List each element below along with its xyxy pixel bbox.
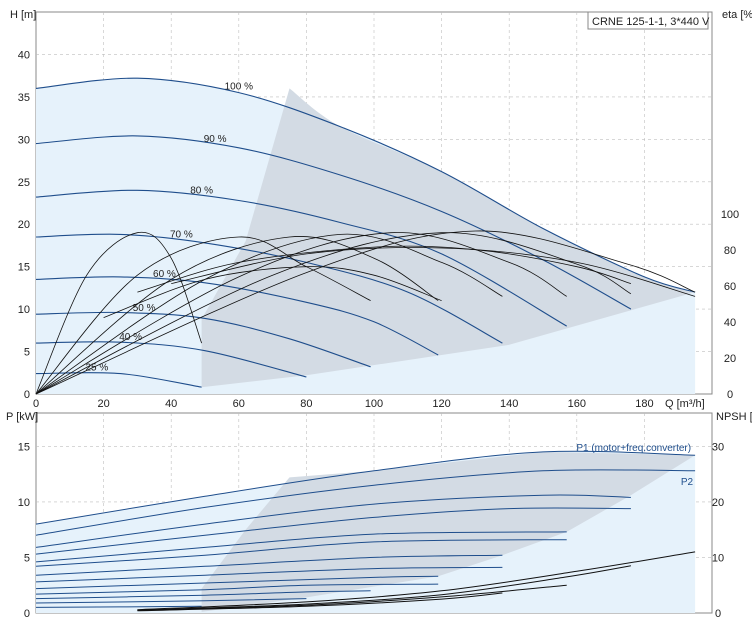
power-plot-area — [36, 451, 696, 613]
efficiency-curve — [35, 230, 696, 395]
power-curve — [35, 598, 307, 604]
efficiency-curve — [35, 233, 503, 395]
head-plot-area — [36, 78, 696, 394]
head-curve — [35, 233, 503, 344]
npsh-y-tick-label: 30 — [712, 441, 724, 453]
power-curve — [35, 605, 202, 608]
head-y-tick-label: 10 — [18, 304, 30, 316]
npsh-y-tick-label: 0 — [715, 608, 721, 620]
head-curve-label: 40 % — [119, 332, 142, 343]
x-tick-label: 120 — [432, 398, 450, 410]
efficiency-curve — [35, 236, 439, 395]
head-curve — [35, 372, 202, 388]
efficiency-curve — [137, 245, 632, 293]
eta-y-tick-label: 100 — [721, 209, 739, 221]
power-curve — [35, 494, 631, 548]
power-plot-curves: P1 (motor+freq.converter) P2 — [35, 443, 696, 612]
head-curve-label: 70 % — [170, 230, 193, 241]
power-operating-area — [201, 451, 696, 612]
power-y-tick-label: 10 — [18, 497, 30, 509]
eta-y-tick-label: 40 — [724, 317, 736, 329]
npsh-curve — [137, 584, 567, 611]
npsh-curve — [137, 565, 631, 611]
power-y-tick-label: 0 — [24, 608, 30, 620]
x-tick-label: 160 — [568, 398, 586, 410]
x-tick-label: 40 — [165, 398, 177, 410]
power-curve — [35, 450, 696, 525]
power-plot-ticks: 0 5 10 15 0 10 20 30 — [18, 441, 724, 620]
head-y-tick-label: 15 — [18, 262, 30, 274]
power-axis-label-npsh: NPSH [m] — [716, 411, 752, 423]
x-tick-label: 180 — [635, 398, 653, 410]
power-curve-label: P2 — [681, 477, 694, 488]
head-curve-label: 90 % — [204, 134, 227, 145]
x-tick-label: 80 — [300, 398, 312, 410]
head-y-tick-label: 35 — [18, 92, 30, 104]
head-y-tick-label: 5 — [24, 347, 30, 359]
x-tick-label: 100 — [365, 398, 383, 410]
efficiency-curve — [103, 266, 442, 318]
head-curve-label: 60 % — [153, 269, 176, 280]
head-axis-label-h: H [m] — [10, 9, 36, 21]
npsh-curve — [137, 592, 503, 612]
chart-title: CRNE 125-1-1, 3*440 V — [592, 16, 710, 28]
npsh-y-tick-label: 20 — [712, 497, 724, 509]
head-curve-label: 25 % — [85, 363, 108, 374]
x-tick-label: 0 — [33, 398, 39, 410]
head-curve — [35, 77, 696, 293]
head-plot-curves: 100 % 90 % 80 % 70 % 60 % 50 % 40 % 25 % — [35, 77, 696, 395]
head-curve — [35, 341, 307, 378]
chart-title-box — [587, 11, 709, 30]
power-curve — [35, 554, 503, 576]
head-curve-label: 80 % — [190, 186, 213, 197]
power-axis-label-p: P [kW] — [6, 411, 38, 423]
head-plot-ticks: 0 20 40 60 80 100 120 140 160 180 0 5 10 15 20 25 30 35 40… — [18, 49, 739, 410]
eta-y-tick-label: 20 — [724, 353, 736, 365]
head-curve — [35, 189, 567, 327]
head-curve-label: 100 % — [225, 82, 253, 93]
efficiency-curve — [35, 236, 371, 395]
power-curve — [35, 590, 371, 600]
x-axis-label: Q [m³/h] — [665, 398, 705, 410]
eta-y-tick-label: 0 — [727, 389, 733, 401]
power-curve — [35, 507, 631, 555]
power-curve — [35, 575, 439, 590]
efficiency-curve — [171, 247, 696, 297]
efficiency-curve — [35, 232, 567, 395]
head-axis-label-eta: eta [%] — [722, 9, 752, 21]
x-tick-label: 20 — [97, 398, 109, 410]
head-curve — [35, 311, 371, 368]
power-y-tick-label: 5 — [24, 552, 30, 564]
power-curve — [35, 469, 696, 536]
head-y-tick-label: 25 — [18, 177, 30, 189]
efficiency-curve — [35, 232, 632, 395]
power-curve — [35, 531, 567, 563]
npsh-curve — [137, 551, 696, 611]
power-curve — [35, 566, 503, 583]
power-y-tick-label: 15 — [18, 441, 30, 453]
efficiency-curve — [35, 231, 202, 395]
head-curve — [35, 276, 439, 356]
power-curve — [35, 539, 567, 567]
x-tick-label: 60 — [233, 398, 245, 410]
power-curve — [35, 583, 439, 595]
power-curve-label: P1 (motor+freq.converter) — [576, 443, 691, 454]
head-y-tick-label: 30 — [18, 134, 30, 146]
eta-y-tick-label: 60 — [724, 281, 736, 293]
head-curve-label: 50 % — [133, 303, 156, 314]
x-tick-label: 140 — [500, 398, 518, 410]
head-y-tick-label: 0 — [24, 389, 30, 401]
npsh-y-tick-label: 10 — [712, 552, 724, 564]
head-y-tick-label: 20 — [18, 219, 30, 231]
head-y-tick-label: 40 — [18, 49, 30, 61]
eta-y-tick-label: 80 — [724, 245, 736, 257]
head-operating-area — [201, 88, 696, 388]
